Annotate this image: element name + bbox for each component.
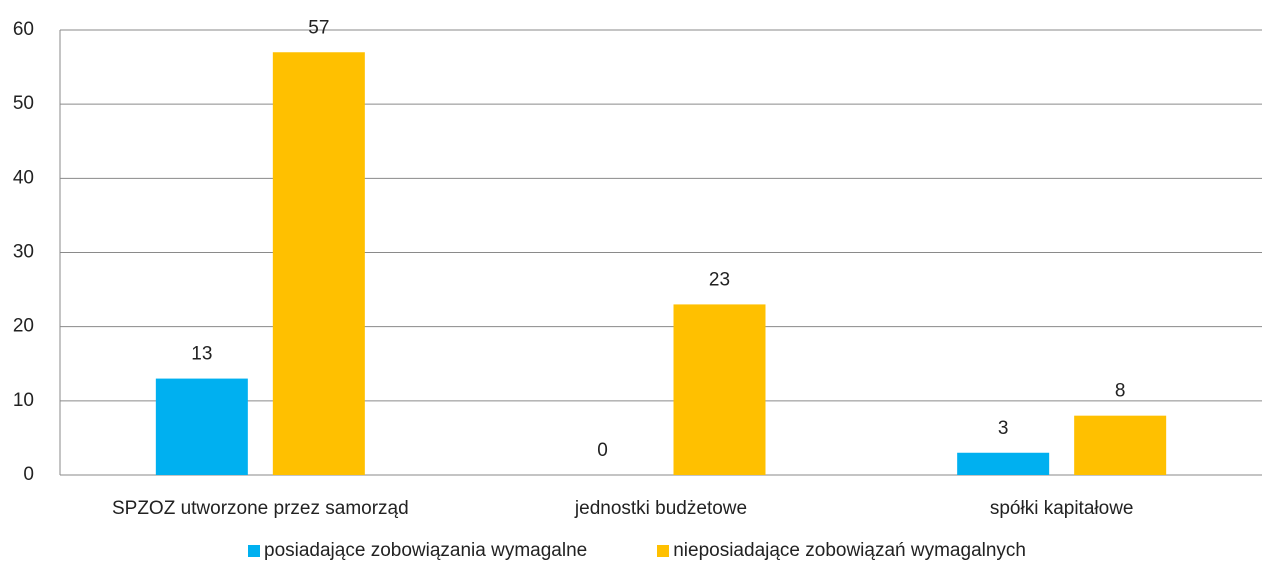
x-tick-label: spółki kapitałowe: [990, 498, 1134, 519]
y-tick-label: 0: [23, 464, 34, 485]
data-label: 3: [998, 418, 1009, 439]
data-label: 57: [308, 17, 329, 38]
legend-item: posiadające zobowiązania wymagalne: [248, 540, 587, 562]
y-tick-label: 30: [13, 242, 34, 263]
legend-label: nieposiadające zobowiązań wymagalnych: [673, 540, 1026, 561]
x-tick-label: SPZOZ utworzone przez samorząd: [112, 498, 409, 519]
bar: [272, 52, 365, 475]
bar: [957, 452, 1050, 475]
x-tick-label: jednostki budżetowe: [574, 498, 747, 519]
legend-swatch: [657, 545, 670, 557]
bar: [673, 304, 766, 475]
y-tick-label: 20: [13, 316, 34, 337]
bar: [155, 378, 248, 475]
legend-item: nieposiadające zobowiązań wymagalnych: [657, 540, 1026, 562]
data-label: 8: [1115, 381, 1126, 402]
legend-swatch: [248, 545, 260, 557]
y-tick-label: 60: [13, 19, 34, 40]
data-label: 13: [191, 344, 212, 365]
data-label: 0: [597, 440, 608, 461]
bar: [1074, 415, 1167, 475]
legend-label: posiadające zobowiązania wymagalne: [264, 540, 588, 561]
y-tick-label: 40: [13, 167, 34, 188]
data-label: 23: [709, 269, 730, 290]
legend: posiadające zobowiązania wymagalne niepos…: [0, 540, 1274, 562]
y-tick-label: 50: [13, 93, 34, 114]
y-tick-label: 10: [13, 390, 34, 411]
